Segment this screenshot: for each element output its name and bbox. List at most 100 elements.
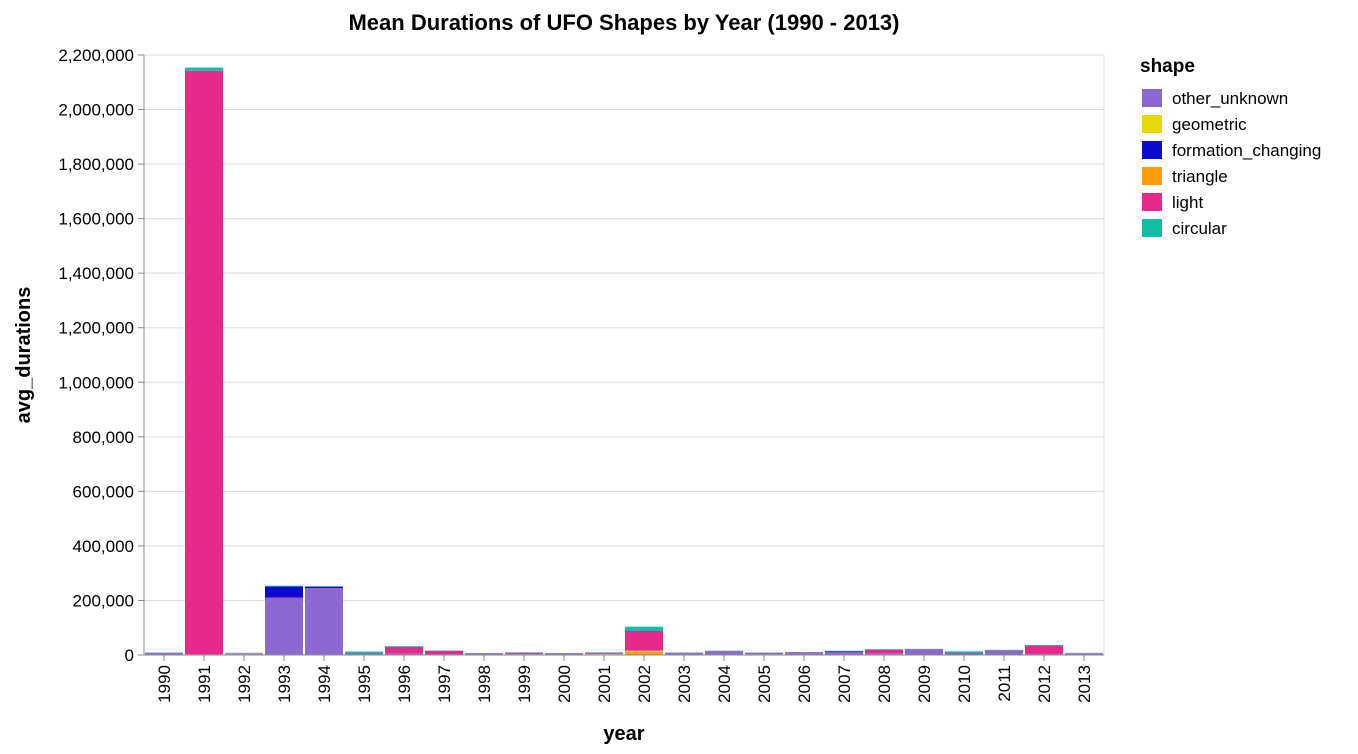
legend-swatch-light — [1142, 193, 1162, 211]
bar-segment-other_unknown-2001 — [585, 653, 623, 655]
bar-segment-light-2009 — [905, 649, 943, 650]
bar-segment-light-2007 — [825, 652, 863, 653]
x-tick-label: 1991 — [195, 665, 214, 703]
bar-segment-light-1997 — [425, 651, 463, 655]
x-tick-label: 2007 — [835, 665, 854, 703]
bar-segment-light-1991 — [185, 70, 223, 655]
y-tick-label: 0 — [125, 646, 134, 665]
bar-segment-light-1999 — [505, 652, 543, 654]
x-tick-label: 2000 — [555, 665, 574, 703]
y-tick-label: 2,200,000 — [58, 46, 134, 65]
bar-segment-other_unknown-2007 — [825, 652, 863, 655]
y-tick-label: 1,200,000 — [58, 319, 134, 338]
y-tick-label: 200,000 — [73, 591, 134, 610]
bar-segment-other_unknown-2010 — [945, 653, 983, 655]
x-tick-label: 2003 — [675, 665, 694, 703]
bar-segment-light-1996 — [385, 647, 423, 654]
bar-segment-light-2011 — [985, 651, 1023, 652]
bar-segment-circular-1991 — [185, 67, 223, 71]
y-axis-title: avg_durations — [13, 287, 35, 424]
legend-swatch-circular — [1142, 219, 1162, 237]
bar-segment-light-2006 — [785, 652, 823, 654]
bars — [145, 67, 1103, 655]
bar-segment-light-2004 — [705, 651, 743, 652]
x-tick-label: 1996 — [395, 665, 414, 703]
chart-title: Mean Durations of UFO Shapes by Year (19… — [348, 10, 899, 35]
gridlines — [144, 54, 1105, 656]
bar-segment-formation_changing-2007 — [825, 651, 863, 653]
x-tick-label: 2009 — [915, 665, 934, 703]
bar-segment-other_unknown-2004 — [705, 652, 743, 655]
bar-segment-light-2001 — [585, 652, 623, 654]
x-tick-label: 1990 — [155, 665, 174, 703]
bar-segment-light-2012 — [1025, 645, 1063, 654]
x-tick-label: 2005 — [755, 665, 774, 703]
x-tick-label: 1997 — [435, 665, 454, 703]
y-tick-label: 2,000,000 — [58, 101, 134, 120]
legend-swatch-formation_changing — [1142, 141, 1162, 159]
bar-segment-formation_changing-2002 — [625, 630, 663, 632]
legend-label-circular: circular — [1172, 219, 1227, 238]
y-tick-label: 1,400,000 — [58, 264, 134, 283]
x-tick-label: 2011 — [995, 665, 1014, 702]
bar-segment-other_unknown-1990 — [145, 653, 183, 655]
y-tick-label: 1,800,000 — [58, 155, 134, 174]
bar-segment-circular-2004 — [705, 650, 743, 652]
y-tick-label: 600,000 — [73, 482, 134, 501]
bar-segment-circular-2011 — [985, 649, 1023, 651]
legend-swatch-geometric — [1142, 115, 1162, 133]
x-tick-label: 1994 — [315, 665, 334, 703]
y-tick-label: 1,600,000 — [58, 210, 134, 229]
bar-segment-other_unknown-2003 — [665, 653, 703, 655]
bar-segment-other_unknown-2000 — [545, 653, 583, 655]
bar-segment-other_unknown-1994 — [305, 588, 343, 655]
bar-segment-other_unknown-2002 — [625, 650, 663, 651]
legend-swatch-other_unknown — [1142, 89, 1162, 107]
bar-segment-other_unknown-1997 — [425, 654, 463, 655]
bar-segment-circular-1993 — [265, 585, 303, 587]
x-tick-label: 1999 — [515, 665, 534, 703]
bar-segment-other_unknown-2011 — [985, 651, 1023, 655]
x-tick-label: 2013 — [1075, 665, 1094, 703]
x-tick-label: 2001 — [595, 665, 614, 703]
legend-swatch-triangle — [1142, 167, 1162, 185]
bar-segment-circular-1996 — [385, 646, 423, 647]
bar-segment-circular-2012 — [1025, 644, 1063, 646]
x-tick-label: 2012 — [1035, 665, 1054, 703]
bar-segment-formation_changing-1993 — [265, 586, 303, 598]
bar-segment-circular-2002 — [625, 626, 663, 631]
bar-segment-triangle-2002 — [625, 651, 663, 655]
bar-segment-other_unknown-1993 — [265, 598, 303, 655]
bar-segment-other_unknown-1998 — [465, 653, 503, 655]
y-tick-label: 800,000 — [73, 428, 134, 447]
x-tick-label: 1998 — [475, 665, 494, 703]
bar-segment-other_unknown-1992 — [225, 653, 263, 655]
bar-segment-other_unknown-2005 — [745, 653, 783, 655]
bar-segment-other_unknown-1995 — [345, 654, 383, 655]
y-tick-label: 1,000,000 — [58, 373, 134, 392]
legend-label-geometric: geometric — [1172, 115, 1247, 134]
x-axis-title: year — [603, 723, 644, 745]
legend-label-light: light — [1172, 193, 1203, 212]
legend-label-triangle: triangle — [1172, 167, 1228, 186]
bar-segment-other_unknown-2008 — [865, 653, 903, 655]
legend-label-other_unknown: other_unknown — [1172, 89, 1288, 108]
bar-segment-circular-1995 — [345, 651, 383, 654]
bar-segment-light-1993 — [265, 597, 303, 598]
bar-segment-circular-2010 — [945, 651, 983, 653]
x-tick-label: 2002 — [635, 665, 654, 703]
legend-title: shape — [1140, 56, 1195, 77]
bar-segment-circular-1994 — [305, 586, 343, 587]
bar-segment-circular-2008 — [865, 649, 903, 650]
bar-segment-formation_changing-1994 — [305, 586, 343, 589]
x-tick-label: 2004 — [715, 665, 734, 703]
axes: 0 200,000 400,000 600,000 800,000 1,000,000 1,… — [58, 46, 1104, 703]
bar-segment-circular-2007 — [825, 650, 863, 652]
bar-segment-other_unknown-2009 — [905, 649, 943, 655]
x-tick-label: 1992 — [235, 665, 254, 703]
x-tick-label: 1995 — [355, 665, 374, 703]
bar-segment-other_unknown-1996 — [385, 653, 423, 655]
bar-segment-other_unknown-1999 — [505, 653, 543, 655]
bar-segment-other_unknown-2013 — [1065, 653, 1103, 655]
bar-segment-light-2008 — [865, 649, 903, 654]
